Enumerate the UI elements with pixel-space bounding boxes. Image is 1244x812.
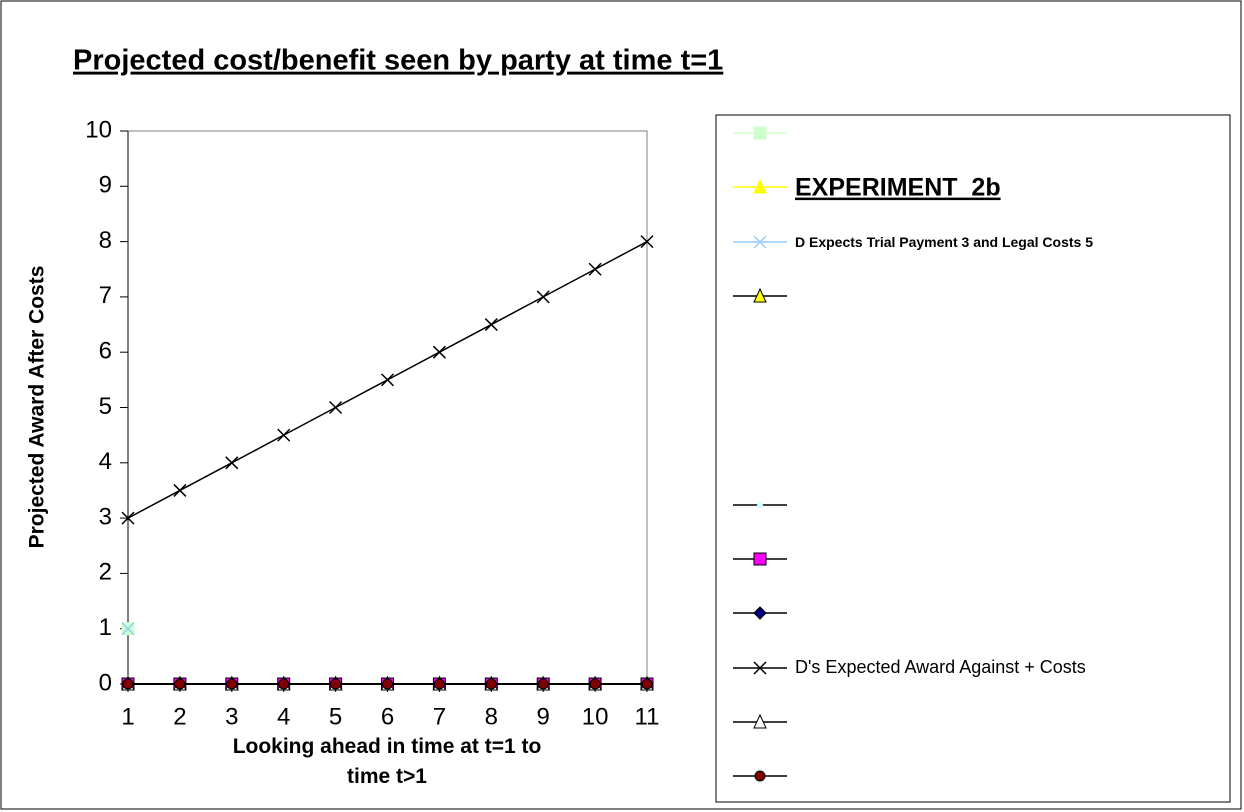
data-point: [537, 678, 549, 690]
data-point: [278, 678, 290, 690]
y-tick-label: 3: [99, 503, 112, 530]
legend-label-box: D Expects Trial Payment 3 and Legal Cost…: [795, 234, 1093, 250]
legend-marker: [753, 178, 767, 194]
chart-title: Projected cost/benefit seen by party at …: [73, 45, 723, 77]
x-tick-label: 4: [277, 703, 290, 730]
legend-marker: [753, 287, 767, 303]
legend-marker: [753, 235, 767, 249]
data-point: [484, 318, 498, 332]
data-point: [433, 678, 445, 690]
x-tick-label: 2: [173, 703, 186, 730]
data-point: [589, 678, 601, 690]
data-point: [330, 678, 342, 690]
x-tick-label: 7: [433, 703, 446, 730]
y-tick-label: 10: [85, 116, 112, 143]
y-tick-label: 9: [99, 172, 112, 199]
x-tick-label: 9: [537, 703, 550, 730]
y-tick-label: 6: [99, 338, 112, 365]
data-point: [640, 235, 654, 249]
legend-marker: [753, 606, 767, 620]
y-tick-label: 8: [99, 227, 112, 254]
x-tick-label: 6: [381, 703, 394, 730]
y-tick-label: 5: [99, 393, 112, 420]
data-point: [121, 622, 135, 636]
data-point: [121, 511, 135, 525]
legend: [715, 114, 1231, 803]
data-point: [122, 678, 134, 690]
data-point: [485, 678, 497, 690]
x-tick-label: 5: [329, 703, 342, 730]
data-point: [382, 678, 393, 690]
x-axis-label: Looking ahead in time at t=1 to time t>1: [232, 735, 542, 788]
y-axis-label: Projected Award After Costs: [26, 266, 49, 549]
data-point: [226, 678, 238, 690]
legend-marker: [753, 713, 767, 729]
legend-label: D's Expected Award Against + Costs: [795, 657, 1086, 677]
y-tick-label: 7: [99, 282, 112, 309]
x-tick-label: 10: [582, 703, 609, 730]
y-tick-label: 4: [99, 448, 112, 475]
x-tick-label: 11: [635, 703, 660, 730]
legend-marker: [754, 770, 766, 782]
legend-marker: [753, 552, 767, 566]
y-tick-label: 2: [99, 559, 112, 586]
data-point: [173, 483, 187, 497]
data-point: [225, 456, 239, 470]
legend-marker: [757, 502, 763, 508]
legend-marker: [753, 661, 767, 675]
x-tick-label: 1: [121, 703, 134, 730]
data-point: [536, 290, 550, 304]
y-tick-label: 0: [99, 669, 112, 696]
data-point: [277, 428, 291, 442]
data-point: [641, 678, 653, 690]
legend-marker: [753, 126, 767, 140]
data-point: [174, 678, 186, 690]
data-point: [380, 373, 395, 387]
legend-label: D Expects Trial Payment 3 and Legal Cost…: [795, 234, 1093, 250]
legend-label: EXPERIMENT 2b: [795, 174, 1001, 202]
y-tick-label: 1: [99, 614, 112, 641]
plot-area: [127, 130, 648, 685]
data-point: [432, 345, 446, 359]
x-axis-label-box: Looking ahead in time at t=1 to time t>1: [232, 735, 542, 788]
x-tick-label: 3: [225, 703, 238, 730]
data-point: [329, 400, 343, 415]
data-point: [588, 262, 602, 276]
x-tick-label: 8: [485, 703, 498, 730]
